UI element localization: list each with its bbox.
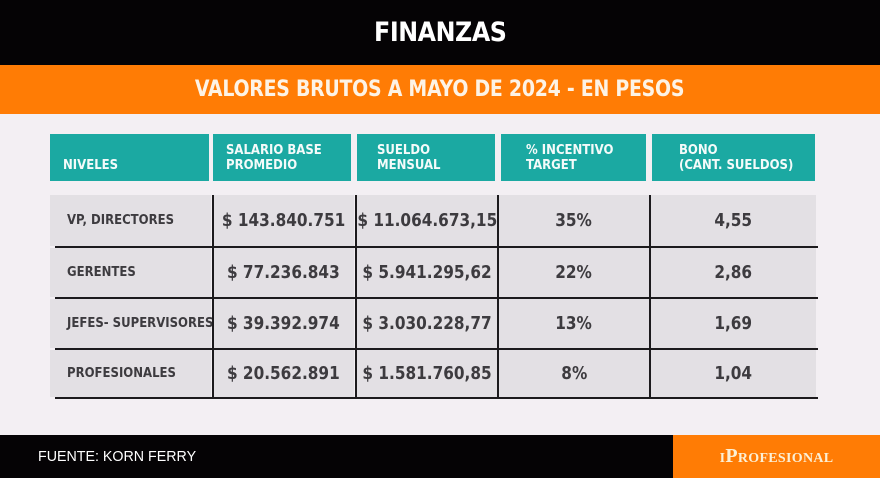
cell-salario-base: $ 143.840.751 (213, 195, 354, 246)
cell-salario-base: $ 77.236.843 (213, 248, 354, 297)
cell-incentivo: 8% (499, 350, 649, 397)
row-divider (55, 397, 818, 399)
brand-logo: iProfesional (719, 445, 834, 467)
column-header-bono: BONO (CANT. SUELDOS) (652, 134, 815, 181)
table-row: GERENTES $ 77.236.843 $ 5.941.295,62 22%… (50, 248, 818, 297)
cell-nivel: VP, DIRECTORES (50, 195, 211, 246)
title-bar: FINANZAS (0, 0, 880, 65)
cell-nivel: PROFESIONALES (50, 350, 211, 397)
cell-salario-base: $ 39.392.974 (213, 299, 354, 348)
cell-bono: 4,55 (651, 195, 816, 246)
cell-bono: 1,69 (651, 299, 816, 348)
page-subtitle: VALORES BRUTOS A MAYO DE 2024 - EN PESOS (195, 77, 685, 102)
column-header-label: SALARIO BASE PROMEDIO (226, 143, 322, 173)
source-label: FUENTE: KORN FERRY (38, 448, 197, 465)
column-header-label: % INCENTIVO TARGET (526, 143, 614, 173)
column-header-incentivo: % INCENTIVO TARGET (501, 134, 646, 181)
cell-nivel: JEFES- SUPERVISORES (50, 299, 213, 348)
cell-sueldo-mensual: $ 3.030.228,77 (357, 299, 497, 348)
table-row: PROFESIONALES $ 20.562.891 $ 1.581.760,8… (50, 350, 818, 397)
cell-nivel: GERENTES (50, 248, 211, 297)
cell-incentivo: 22% (499, 248, 649, 297)
column-divider (649, 195, 651, 399)
column-header-label: SUELDO MENSUAL (377, 143, 441, 173)
column-divider (355, 195, 357, 399)
cell-bono: 1,04 (651, 350, 816, 397)
column-header-sueldo-mensual: SUELDO MENSUAL (357, 134, 495, 181)
column-divider (212, 195, 214, 399)
table-row: JEFES- SUPERVISORES $ 39.392.974 $ 3.030… (50, 299, 818, 348)
row-divider (55, 246, 818, 248)
page-title: FINANZAS (373, 17, 507, 48)
logo-box: iProfesional (673, 435, 880, 478)
cell-salario-base: $ 20.562.891 (213, 350, 354, 397)
column-header-niveles: NIVELES (50, 134, 209, 181)
cell-incentivo: 13% (499, 299, 649, 348)
cell-bono: 2,86 (651, 248, 816, 297)
column-header-salario-base: SALARIO BASE PROMEDIO (213, 134, 351, 181)
column-header-label: NIVELES (63, 158, 119, 173)
column-divider (497, 195, 499, 399)
subtitle-bar: VALORES BRUTOS A MAYO DE 2024 - EN PESOS (0, 65, 880, 114)
table-row: VP, DIRECTORES $ 143.840.751 $ 11.064.67… (50, 195, 818, 246)
row-divider (55, 297, 818, 299)
column-header-label: BONO (CANT. SUELDOS) (679, 143, 794, 173)
cell-sueldo-mensual: $ 5.941.295,62 (357, 248, 497, 297)
row-divider (55, 348, 818, 350)
cell-sueldo-mensual: $ 11.064.673,15 (357, 195, 497, 246)
cell-sueldo-mensual: $ 1.581.760,85 (357, 350, 497, 397)
cell-incentivo: 35% (499, 195, 649, 246)
